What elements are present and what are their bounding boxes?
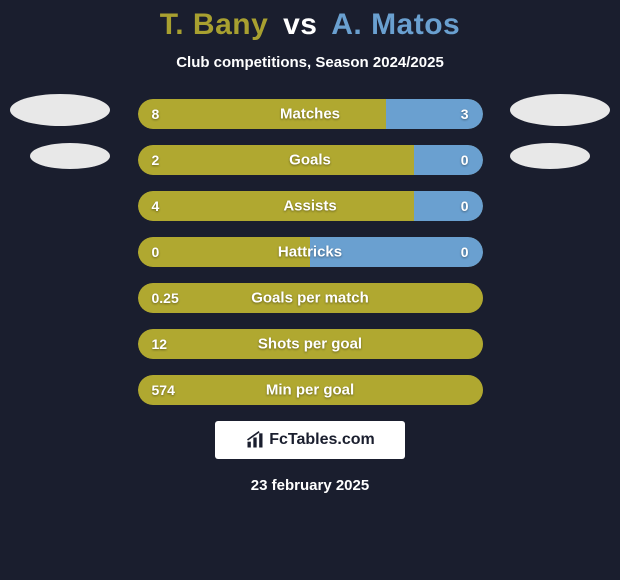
stat-rows: 8 3 Matches 2 0 Goals 4 0 Assists 0 0 Hattricks 0.25… <box>138 99 483 405</box>
stat-label: Matches <box>280 106 340 123</box>
player1-name: T. Bany <box>160 8 269 41</box>
stat-row: 4 0 Assists <box>138 191 483 221</box>
stat-row: 574 Min per goal <box>138 375 483 405</box>
stat-fill-right <box>414 145 483 175</box>
decorative-ellipse <box>510 94 610 126</box>
stat-value-left: 574 <box>152 382 175 398</box>
chart-icon <box>245 430 265 450</box>
stat-value-left: 8 <box>152 106 160 122</box>
stat-row: 0 0 Hattricks <box>138 237 483 267</box>
stat-label: Goals per match <box>251 290 369 307</box>
comparison-card: T. Bany vs A. Matos Club competitions, S… <box>0 0 620 580</box>
stat-value-right: 3 <box>461 106 469 122</box>
stat-row: 0.25 Goals per match <box>138 283 483 313</box>
stat-fill-left <box>138 145 414 175</box>
branding-text: FcTables.com <box>269 431 375 449</box>
stat-value-left: 12 <box>152 336 168 352</box>
stat-fill-left <box>138 191 414 221</box>
decorative-ellipse <box>30 143 110 169</box>
stat-label: Shots per goal <box>258 336 362 353</box>
stat-value-left: 0.25 <box>152 290 179 306</box>
stat-value-right: 0 <box>461 152 469 168</box>
decorative-ellipse <box>510 143 590 169</box>
stat-value-right: 0 <box>461 244 469 260</box>
stat-value-left: 4 <box>152 198 160 214</box>
branding-badge[interactable]: FcTables.com <box>215 421 405 459</box>
decorative-ellipse <box>10 94 110 126</box>
stat-value-left: 2 <box>152 152 160 168</box>
stat-row: 12 Shots per goal <box>138 329 483 359</box>
player2-name: A. Matos <box>331 8 460 41</box>
subtitle: Club competitions, Season 2024/2025 <box>0 54 620 71</box>
date-label: 23 february 2025 <box>0 477 620 494</box>
stat-value-left: 0 <box>152 244 160 260</box>
vs-separator: vs <box>283 8 317 41</box>
stat-value-right: 0 <box>461 198 469 214</box>
stat-label: Goals <box>289 152 331 169</box>
stat-fill-right <box>414 191 483 221</box>
stat-row: 2 0 Goals <box>138 145 483 175</box>
stat-label: Assists <box>283 198 336 215</box>
page-title: T. Bany vs A. Matos <box>0 8 620 42</box>
stat-row: 8 3 Matches <box>138 99 483 129</box>
stat-label: Min per goal <box>266 382 354 399</box>
stat-label: Hattricks <box>278 244 342 261</box>
stat-fill-left <box>138 99 386 129</box>
stats-area: 8 3 Matches 2 0 Goals 4 0 Assists 0 0 Hattricks 0.25… <box>0 99 620 405</box>
